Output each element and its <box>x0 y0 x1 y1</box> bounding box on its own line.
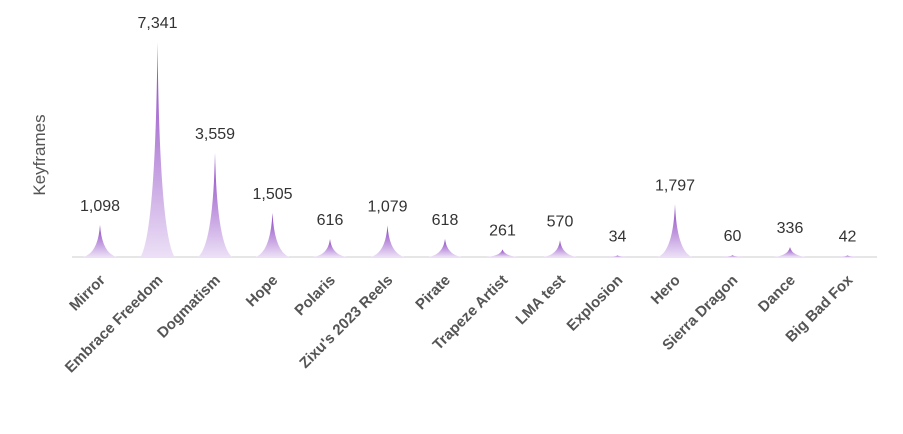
category-label: Polaris <box>291 272 338 319</box>
spike-sierra-dragon <box>715 255 750 257</box>
category-label: Hope <box>243 272 282 311</box>
spike-lma-test <box>543 240 577 257</box>
spikes-group <box>83 42 865 257</box>
value-label: 3,559 <box>195 126 235 143</box>
y-axis-title: Keyframes <box>30 114 49 195</box>
value-label: 1,505 <box>252 186 292 203</box>
category-label: LMA test <box>512 272 568 328</box>
value-label: 7,341 <box>137 15 177 32</box>
spike-big-bad-fox <box>830 255 865 257</box>
value-label: 261 <box>489 222 516 239</box>
category-label: Pirate <box>412 272 454 314</box>
spike-hero <box>658 204 692 257</box>
spike-dogmatism <box>198 152 232 257</box>
spike-polaris <box>313 238 347 257</box>
value-label: 1,797 <box>655 177 695 194</box>
value-label: 34 <box>609 229 627 246</box>
value-label: 618 <box>432 212 459 229</box>
value-label: 1,079 <box>367 198 407 215</box>
category-label: Hero <box>648 272 684 308</box>
spike-trapeze-artist <box>485 249 520 257</box>
value-label: 616 <box>317 212 344 229</box>
value-label: 42 <box>839 229 857 246</box>
category-label: Mirror <box>66 272 109 315</box>
category-label: Explosion <box>564 272 627 335</box>
spike-hope <box>255 212 290 257</box>
spike-explosion <box>600 255 635 257</box>
category-label: Embrace Freedom <box>62 272 167 377</box>
category-label: Dance <box>755 272 799 316</box>
spike-dance <box>773 247 807 257</box>
spike-mirror <box>83 224 117 257</box>
value-label: 60 <box>724 228 742 245</box>
spike-zixu-s-2023-reels <box>370 225 405 257</box>
value-label: 336 <box>777 220 804 237</box>
value-label: 1,098 <box>80 198 120 215</box>
value-labels-group: 1,098 7,341 3,559 1,505 616 1,079 618 261 570 34 1… <box>80 15 857 246</box>
spike-embrace-freedom <box>140 42 175 257</box>
spike-pirate <box>428 238 462 257</box>
value-label: 570 <box>547 213 574 230</box>
